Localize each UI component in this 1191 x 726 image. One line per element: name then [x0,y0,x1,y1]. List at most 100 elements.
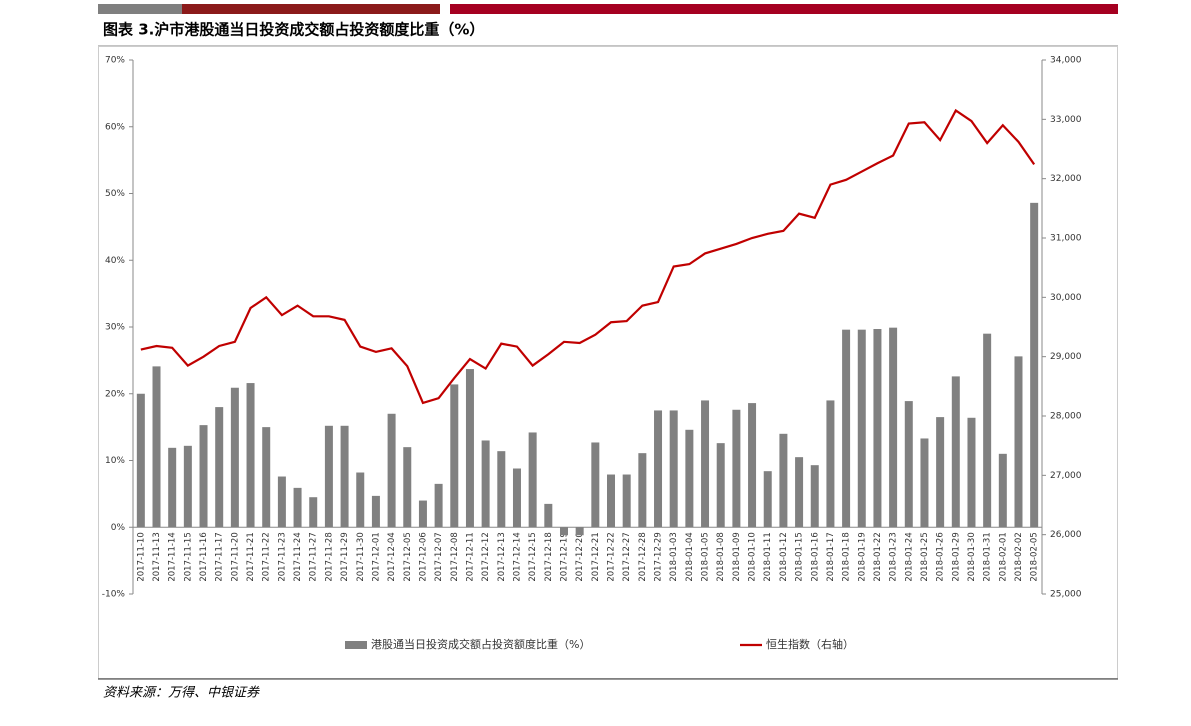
bar [544,503,553,528]
bar [434,483,443,528]
x-tick-label: 2018-01-19 [857,532,867,581]
x-tick-label: 2017-11-15 [183,532,193,581]
x-tick-label: 2018-01-09 [732,532,742,581]
x-tick-label: 2017-12-04 [387,532,397,581]
bar [262,427,271,528]
bar [716,443,725,528]
y2-tick-label: 26,000 [1050,530,1082,540]
bar [826,400,835,528]
x-tick-label: 2018-01-30 [967,532,977,581]
bar [904,401,913,528]
x-tick-label: 2017-12-28 [638,532,648,581]
x-tick-label: 2017-11-27 [309,532,319,581]
x-tick-label: 2017-11-28 [324,532,334,581]
y-tick-label: 50% [105,189,125,199]
bar [246,383,255,528]
bar [701,400,710,528]
chart-title: 图表 3.沪市港股通当日投资成交额占投资额度比重（%） [103,21,484,39]
x-tick-label: 2017-12-21 [591,532,601,581]
bar [669,410,678,528]
bar [951,376,960,528]
x-tick-label: 2018-01-18 [842,532,852,581]
x-tick-label: 2017-11-23 [277,532,287,581]
x-tick-label: 2018-01-03 [669,532,679,581]
y-tick-label: 10% [105,456,125,466]
legend-swatch [345,641,367,649]
bar [795,457,804,528]
bar [199,425,208,528]
header-bar [450,4,1118,14]
bar [293,487,302,528]
bar [371,495,380,528]
y-tick-label: 30% [105,323,125,333]
bar [983,333,992,528]
x-tick-label: 2017-12-13 [497,532,507,581]
bar [842,329,851,528]
y2-tick-label: 30,000 [1050,293,1082,303]
bar [779,433,788,528]
x-tick-label: 2017-11-30 [356,532,366,581]
bar [857,329,866,528]
y-tick-label: 0% [111,523,126,533]
x-tick-label: 2018-01-29 [951,532,961,581]
y2-tick-label: 29,000 [1050,352,1082,362]
x-tick-label: 2017-12-20 [575,532,585,581]
x-tick-label: 2017-12-06 [418,532,428,581]
x-tick-label: 2017-12-15 [528,532,538,581]
x-tick-label: 2018-01-17 [826,532,836,581]
y-tick-label: -10% [102,590,126,600]
x-tick-label: 2018-01-22 [873,532,883,581]
bar [873,329,882,528]
x-tick-label: 2018-01-05 [701,532,711,581]
x-tick-label: 2017-12-14 [512,532,522,581]
bar [136,393,145,528]
bar [559,527,568,536]
x-tick-label: 2018-01-11 [763,532,773,581]
bar [183,445,192,528]
bar [465,369,474,528]
bar [387,413,396,528]
source: 资料来源：万得、中银证券 [103,686,260,701]
bar [168,447,177,528]
y2-tick-label: 32,000 [1050,174,1082,184]
bar [340,425,349,528]
bar [920,438,929,528]
x-tick-label: 2017-12-11 [465,532,475,581]
bar [591,442,600,528]
x-tick-label: 2018-02-01 [998,532,1008,581]
bar [732,409,741,528]
x-tick-label: 2017-11-16 [199,532,209,581]
bar [638,453,647,528]
bar [152,366,161,528]
x-tick-label: 2017-11-29 [340,532,350,581]
bar [622,474,631,528]
bar [810,465,819,528]
x-tick-label: 2017-12-19 [559,532,569,581]
x-tick-label: 2018-01-15 [795,532,805,581]
x-tick-label: 2017-12-01 [371,532,381,581]
x-tick-label: 2018-01-24 [904,532,914,581]
x-tick-label: 2017-11-17 [215,532,225,581]
x-tick-label: 2017-11-22 [262,532,272,581]
x-tick-label: 2018-01-12 [779,532,789,581]
bar [309,497,318,528]
bar [998,453,1007,528]
x-tick-label: 2017-12-07 [434,532,444,581]
frame [98,46,1118,679]
line [140,108,1036,405]
x-tick-label: 2017-11-24 [293,532,303,581]
bar [450,384,459,528]
x-tick-label: 2017-12-27 [622,532,632,581]
bar [277,476,286,528]
x-tick-label: 2017-11-21 [246,532,256,581]
x-tick-label: 2018-01-23 [889,532,899,581]
y2-tick-label: 28,000 [1050,412,1082,422]
bar [324,425,333,528]
x-tick-label: 2018-01-16 [810,532,820,581]
bar [356,472,365,528]
bar [654,410,663,528]
y-tick-label: 40% [105,256,125,266]
x-tick-label: 2017-12-29 [654,532,664,581]
